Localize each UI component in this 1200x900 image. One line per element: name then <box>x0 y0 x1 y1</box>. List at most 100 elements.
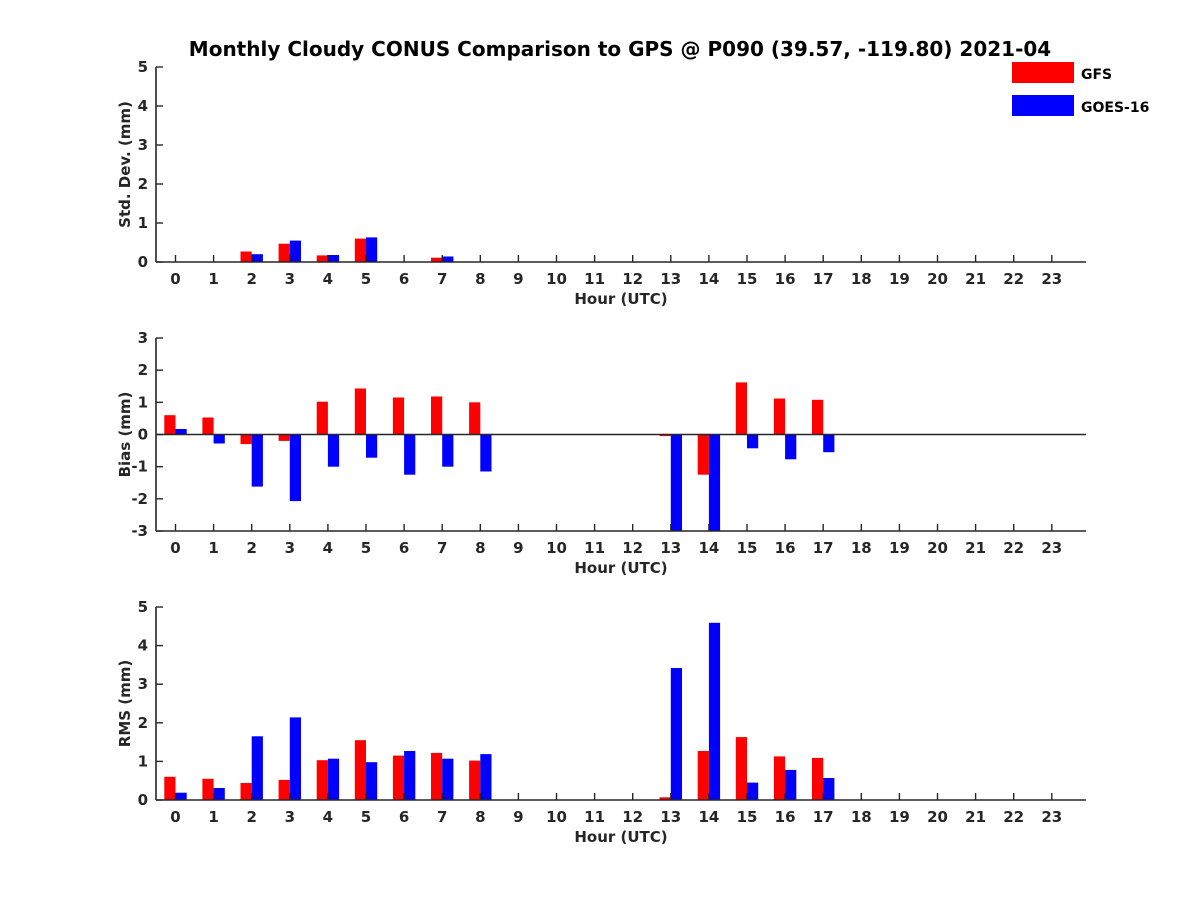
bias-ytick-label: -1 <box>131 458 148 476</box>
rms-xtick-label: 1 <box>208 808 218 826</box>
bias-ytick-label: 3 <box>138 329 148 347</box>
bias-xtick-label: 0 <box>170 539 180 557</box>
rms-bar-gfs-5 <box>354 740 366 800</box>
bias-xtick-label: 9 <box>513 539 523 557</box>
std-dev-bar-goes16-7 <box>442 256 454 262</box>
std-dev-xtick-label: 0 <box>170 270 180 288</box>
bias-xtick-label: 14 <box>698 539 719 557</box>
bias-xtick-label: 13 <box>660 539 681 557</box>
bias-bar-goes16-16 <box>785 434 797 460</box>
std-dev-xtick-label: 1 <box>208 270 218 288</box>
bias-xtick-label: 10 <box>546 539 567 557</box>
rms-bar-goes16-0 <box>175 792 187 800</box>
bias-xtick-label: 5 <box>361 539 371 557</box>
rms-bar-gfs-15 <box>735 737 747 800</box>
rms-xtick-label: 13 <box>660 808 681 826</box>
bias-xtick-label: 16 <box>775 539 796 557</box>
rms-bar-gfs-13 <box>659 797 671 800</box>
rms-bar-gfs-3 <box>278 779 290 800</box>
bias-bar-goes16-8 <box>480 434 492 472</box>
bias-bar-goes16-13 <box>670 434 682 531</box>
rms-xtick-label: 21 <box>965 808 986 826</box>
rms-bar-goes16-16 <box>785 769 797 800</box>
std-dev-xtick-label: 2 <box>246 270 256 288</box>
bias-xtick-label: 8 <box>475 539 485 557</box>
rms-xtick-label: 4 <box>323 808 333 826</box>
rms-bar-goes16-3 <box>289 717 301 800</box>
bias-xtick-label: 12 <box>622 539 643 557</box>
rms-x-label: Hour (UTC) <box>574 828 667 846</box>
bias-bar-goes16-6 <box>404 434 416 475</box>
bias-bar-goes16-7 <box>442 434 454 467</box>
bias-ytick-label: -3 <box>131 522 148 540</box>
std-dev-xtick-label: 18 <box>851 270 872 288</box>
rms-bar-gfs-14 <box>697 751 709 800</box>
rms-ytick-label: 3 <box>138 675 148 693</box>
std-dev-bar-goes16-2 <box>251 254 263 262</box>
rms-bar-goes16-15 <box>747 782 759 800</box>
bias-bar-goes16-4 <box>327 434 340 467</box>
rms-xtick-label: 10 <box>546 808 567 826</box>
bias-bar-goes16-5 <box>366 434 378 458</box>
std-dev-ytick-label: 1 <box>138 214 148 232</box>
legend: GFS GOES-16 <box>1012 62 1149 116</box>
rms-bar-goes16-1 <box>213 788 225 800</box>
std-dev-x-label: Hour (UTC) <box>574 290 667 308</box>
legend-label-goes16: GOES-16 <box>1081 100 1149 116</box>
std-dev-bar-gfs-5 <box>354 238 366 262</box>
bias-ytick-label: 2 <box>138 361 148 379</box>
rms-bar-gfs-17 <box>812 757 824 800</box>
bias-bar-gfs-2 <box>240 434 252 445</box>
rms-xtick-label: 7 <box>437 808 447 826</box>
bias-bar-gfs-16 <box>773 398 786 435</box>
rms-xtick-label: 3 <box>285 808 295 826</box>
std-dev-bar-goes16-4 <box>327 255 340 262</box>
rms-bar-gfs-1 <box>202 778 214 800</box>
std-dev-xtick-label: 4 <box>323 270 333 288</box>
rms-bar-gfs-4 <box>316 760 328 800</box>
bias-xtick-label: 6 <box>399 539 409 557</box>
chart-title: Monthly Cloudy CONUS Comparison to GPS @… <box>189 37 1051 61</box>
std-dev-xtick-label: 17 <box>813 270 834 288</box>
rms-xtick-label: 8 <box>475 808 485 826</box>
bias-bar-gfs-17 <box>812 399 824 435</box>
rms-bar-goes16-13 <box>670 668 682 800</box>
std-dev-ytick-label: 5 <box>138 58 148 76</box>
std-dev-xtick-label: 6 <box>399 270 409 288</box>
rms-ytick-label: 4 <box>138 637 148 655</box>
bias-xtick-label: 18 <box>851 539 872 557</box>
std-dev-y-label: Std. Dev. (mm) <box>116 101 134 228</box>
rms-xtick-label: 18 <box>851 808 872 826</box>
bias-xtick-label: 21 <box>965 539 986 557</box>
bias-xtick-label: 1 <box>208 539 218 557</box>
bias-y-label: Bias (mm) <box>116 392 134 478</box>
rms-xtick-label: 9 <box>513 808 523 826</box>
rms-xtick-label: 22 <box>1003 808 1024 826</box>
rms-xtick-label: 20 <box>927 808 948 826</box>
std-dev-xtick-label: 10 <box>546 270 567 288</box>
rms-xtick-label: 16 <box>775 808 796 826</box>
std-dev-xtick-label: 16 <box>775 270 796 288</box>
legend-swatch-goes16 <box>1012 95 1074 116</box>
bias-xtick-label: 4 <box>323 539 333 557</box>
rms-xtick-label: 12 <box>622 808 643 826</box>
rms-xtick-label: 23 <box>1041 808 1062 826</box>
bias-ytick-label: -2 <box>131 490 148 508</box>
bias-ytick-label: 0 <box>138 426 148 444</box>
bias-xtick-label: 22 <box>1003 539 1024 557</box>
std-dev-xtick-label: 22 <box>1003 270 1024 288</box>
rms-xtick-label: 0 <box>170 808 180 826</box>
bias-bar-goes16-2 <box>251 434 263 487</box>
bias-bar-gfs-6 <box>392 397 405 435</box>
rms-ytick-label: 0 <box>138 791 148 809</box>
rms-bar-goes16-4 <box>327 758 340 800</box>
rms-xtick-label: 5 <box>361 808 371 826</box>
std-dev-xtick-label: 13 <box>660 270 681 288</box>
std-dev-bar-gfs-2 <box>240 251 252 262</box>
bias-bar-goes16-17 <box>823 434 835 453</box>
bias-bar-gfs-4 <box>316 401 328 435</box>
